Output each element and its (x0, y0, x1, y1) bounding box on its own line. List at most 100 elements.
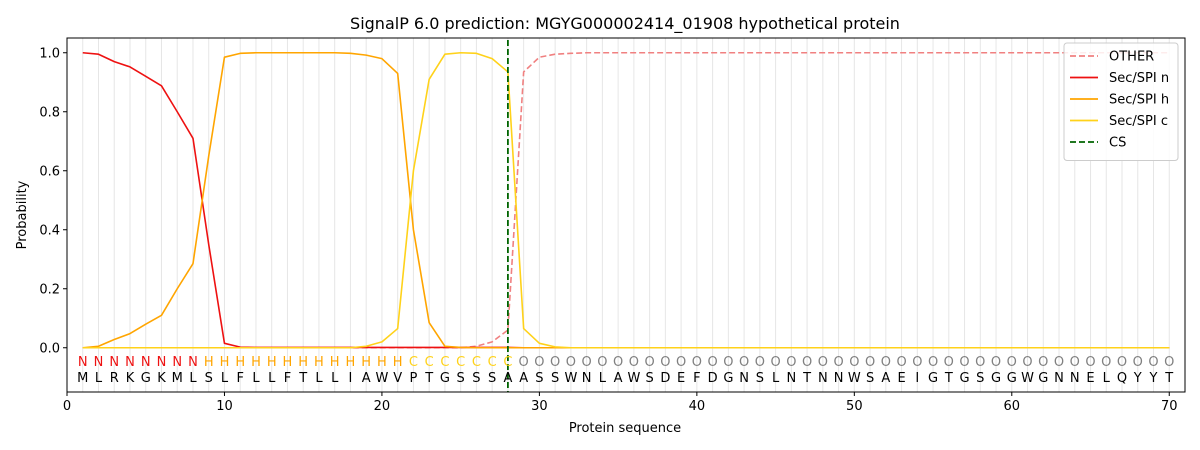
residue-label: T (944, 371, 953, 386)
legend-box (1063, 42, 1179, 161)
region-label: O (944, 355, 954, 370)
residue-label: F (693, 371, 700, 386)
region-label: O (912, 355, 922, 370)
legend-label: CS (1109, 136, 1126, 151)
residue-label: S (457, 371, 465, 386)
region-label: O (1101, 355, 1111, 370)
region-label: O (1022, 355, 1032, 370)
region-label: O (881, 355, 891, 370)
region-label: N (188, 355, 198, 370)
region-label: O (534, 355, 544, 370)
grid-lines (82, 38, 1170, 392)
residue-label: Q (1117, 371, 1127, 386)
region-label: N (141, 355, 151, 370)
residue-label: F (236, 371, 243, 386)
residue-label: N (818, 371, 828, 386)
residue-label: L (599, 371, 607, 386)
residue-label: T (424, 371, 433, 386)
region-label: C (440, 355, 449, 370)
residue-label: S (551, 371, 559, 386)
region-label: O (692, 355, 702, 370)
region-label: O (1007, 355, 1017, 370)
region-label: H (251, 355, 261, 370)
residue-label: A (503, 371, 512, 386)
residue-label: W (848, 371, 861, 386)
region-label: N (157, 355, 167, 370)
residue-label: S (205, 371, 213, 386)
residue-label: G (723, 371, 733, 386)
residue-label: G (141, 371, 151, 386)
region-label: O (645, 355, 655, 370)
region-label: H (283, 355, 293, 370)
residue-label: M (172, 371, 183, 386)
legend-label: Sec/SPI c (1109, 114, 1168, 129)
residue-label: N (739, 371, 749, 386)
x-tick-label: 70 (1161, 399, 1178, 414)
region-label: N (94, 355, 104, 370)
residue-label: F (284, 371, 291, 386)
region-label: O (786, 355, 796, 370)
residue-label: G (991, 371, 1001, 386)
residue-label: S (645, 371, 653, 386)
residue-label: L (221, 371, 229, 386)
residue-label: A (362, 371, 371, 386)
x-tick-label: 20 (374, 399, 391, 414)
legend: OTHER Sec/SPI n Sec/SPI h Sec/SPI c CS (1063, 42, 1179, 161)
y-tick-label: 0.6 (39, 164, 60, 179)
sequence-labels: NMNLNRNKNGNKNMNLHSHLHFHLHLHFHTHLHLHIHAHW… (77, 355, 1174, 386)
region-label: O (770, 355, 780, 370)
region-label: O (707, 355, 717, 370)
region-label: C (409, 355, 418, 370)
region-label: H (204, 355, 214, 370)
y-tick-label: 0.4 (39, 223, 60, 238)
region-label: O (755, 355, 765, 370)
residue-label: N (834, 371, 844, 386)
region-label: O (896, 355, 906, 370)
residue-label: W (627, 371, 640, 386)
residue-label: S (866, 371, 874, 386)
region-label: C (503, 355, 512, 370)
region-label: O (1133, 355, 1143, 370)
residue-label: G (1038, 371, 1048, 386)
region-label: H (330, 355, 340, 370)
region-label: O (818, 355, 828, 370)
residue-label: D (708, 371, 718, 386)
region-label: H (361, 355, 371, 370)
region-label: O (833, 355, 843, 370)
residue-label: E (677, 371, 685, 386)
region-label: H (314, 355, 324, 370)
legend-label: Sec/SPI h (1109, 93, 1169, 108)
residue-label: N (1054, 371, 1064, 386)
region-label: O (1054, 355, 1064, 370)
region-label: O (849, 355, 859, 370)
residue-label: L (1103, 371, 1111, 386)
x-tick-label: 40 (689, 399, 706, 414)
residue-label: I (349, 371, 353, 386)
y-axis-label: Probability (15, 180, 30, 249)
residue-label: L (315, 371, 323, 386)
residue-label: L (189, 371, 197, 386)
region-label: H (377, 355, 387, 370)
residue-label: A (881, 371, 890, 386)
chart-title: SignalP 6.0 prediction: MGYG000002414_01… (350, 14, 900, 34)
region-label: O (519, 355, 529, 370)
x-tick-label: 10 (216, 399, 233, 414)
region-label: O (991, 355, 1001, 370)
region-label: N (78, 355, 88, 370)
residue-label: K (126, 371, 135, 386)
region-label: N (109, 355, 119, 370)
x-axis-label: Protein sequence (569, 421, 681, 436)
residue-label: R (110, 371, 119, 386)
residue-label: L (772, 371, 780, 386)
region-label: H (393, 355, 403, 370)
region-label: O (613, 355, 623, 370)
residue-label: Y (1133, 371, 1142, 386)
residue-label: T (298, 371, 307, 386)
residue-label: S (535, 371, 543, 386)
residue-label: D (660, 371, 670, 386)
residue-label: V (393, 371, 402, 386)
region-label: O (676, 355, 686, 370)
x-tick-label: 50 (846, 399, 863, 414)
residue-label: Y (1149, 371, 1158, 386)
plot-frame (66, 37, 1186, 393)
